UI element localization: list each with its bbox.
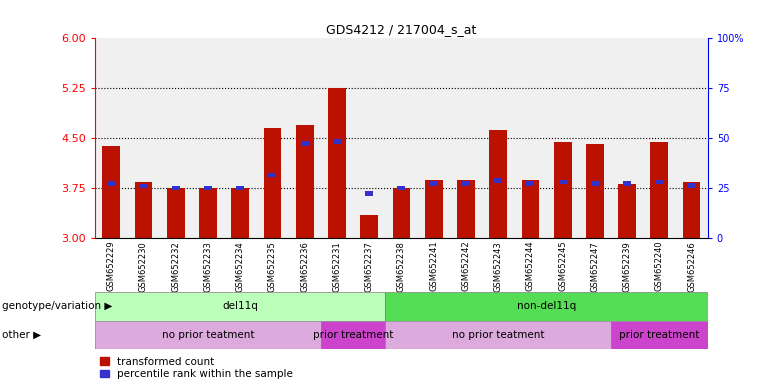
Bar xyxy=(527,181,534,186)
Bar xyxy=(623,181,631,186)
Text: no prior teatment: no prior teatment xyxy=(162,330,254,340)
Bar xyxy=(301,141,309,146)
Bar xyxy=(231,188,249,238)
Bar xyxy=(385,321,611,349)
Bar xyxy=(489,130,507,238)
Text: del11q: del11q xyxy=(222,301,258,311)
Bar xyxy=(651,142,668,238)
Text: other ▶: other ▶ xyxy=(2,330,40,340)
Text: genotype/variation ▶: genotype/variation ▶ xyxy=(2,301,112,311)
Bar xyxy=(393,188,410,238)
Bar xyxy=(385,292,708,321)
Bar xyxy=(586,144,603,238)
Bar xyxy=(360,215,378,238)
Legend: transformed count, percentile rank within the sample: transformed count, percentile rank withi… xyxy=(100,357,293,379)
Bar xyxy=(263,128,282,238)
Bar xyxy=(199,188,217,238)
Bar xyxy=(328,88,345,238)
Bar xyxy=(430,181,438,186)
Bar xyxy=(521,180,540,238)
Bar xyxy=(365,191,373,196)
Bar xyxy=(95,292,385,321)
Bar xyxy=(321,321,385,349)
Bar xyxy=(397,186,406,190)
Bar xyxy=(425,180,443,238)
Bar xyxy=(457,180,475,238)
Bar xyxy=(333,139,341,144)
Text: no prior teatment: no prior teatment xyxy=(452,330,544,340)
Bar xyxy=(204,186,212,190)
Bar xyxy=(296,125,314,238)
Title: GDS4212 / 217004_s_at: GDS4212 / 217004_s_at xyxy=(326,23,476,36)
Bar xyxy=(172,186,180,190)
Bar xyxy=(269,172,276,177)
Text: prior treatment: prior treatment xyxy=(619,330,699,340)
Bar xyxy=(688,183,696,188)
Bar xyxy=(591,181,599,186)
Bar xyxy=(103,146,120,238)
Bar xyxy=(236,186,244,190)
Bar xyxy=(139,184,148,189)
Bar xyxy=(559,180,567,184)
Bar xyxy=(554,142,572,238)
Text: prior treatment: prior treatment xyxy=(313,330,393,340)
Bar xyxy=(167,188,185,238)
Bar xyxy=(683,182,700,238)
Bar xyxy=(95,321,321,349)
Bar xyxy=(462,181,470,186)
Bar xyxy=(611,321,708,349)
Bar xyxy=(107,181,115,186)
Bar xyxy=(655,180,664,184)
Text: non-del11q: non-del11q xyxy=(517,301,576,311)
Bar xyxy=(494,178,502,182)
Bar xyxy=(135,182,152,238)
Bar xyxy=(618,184,636,238)
